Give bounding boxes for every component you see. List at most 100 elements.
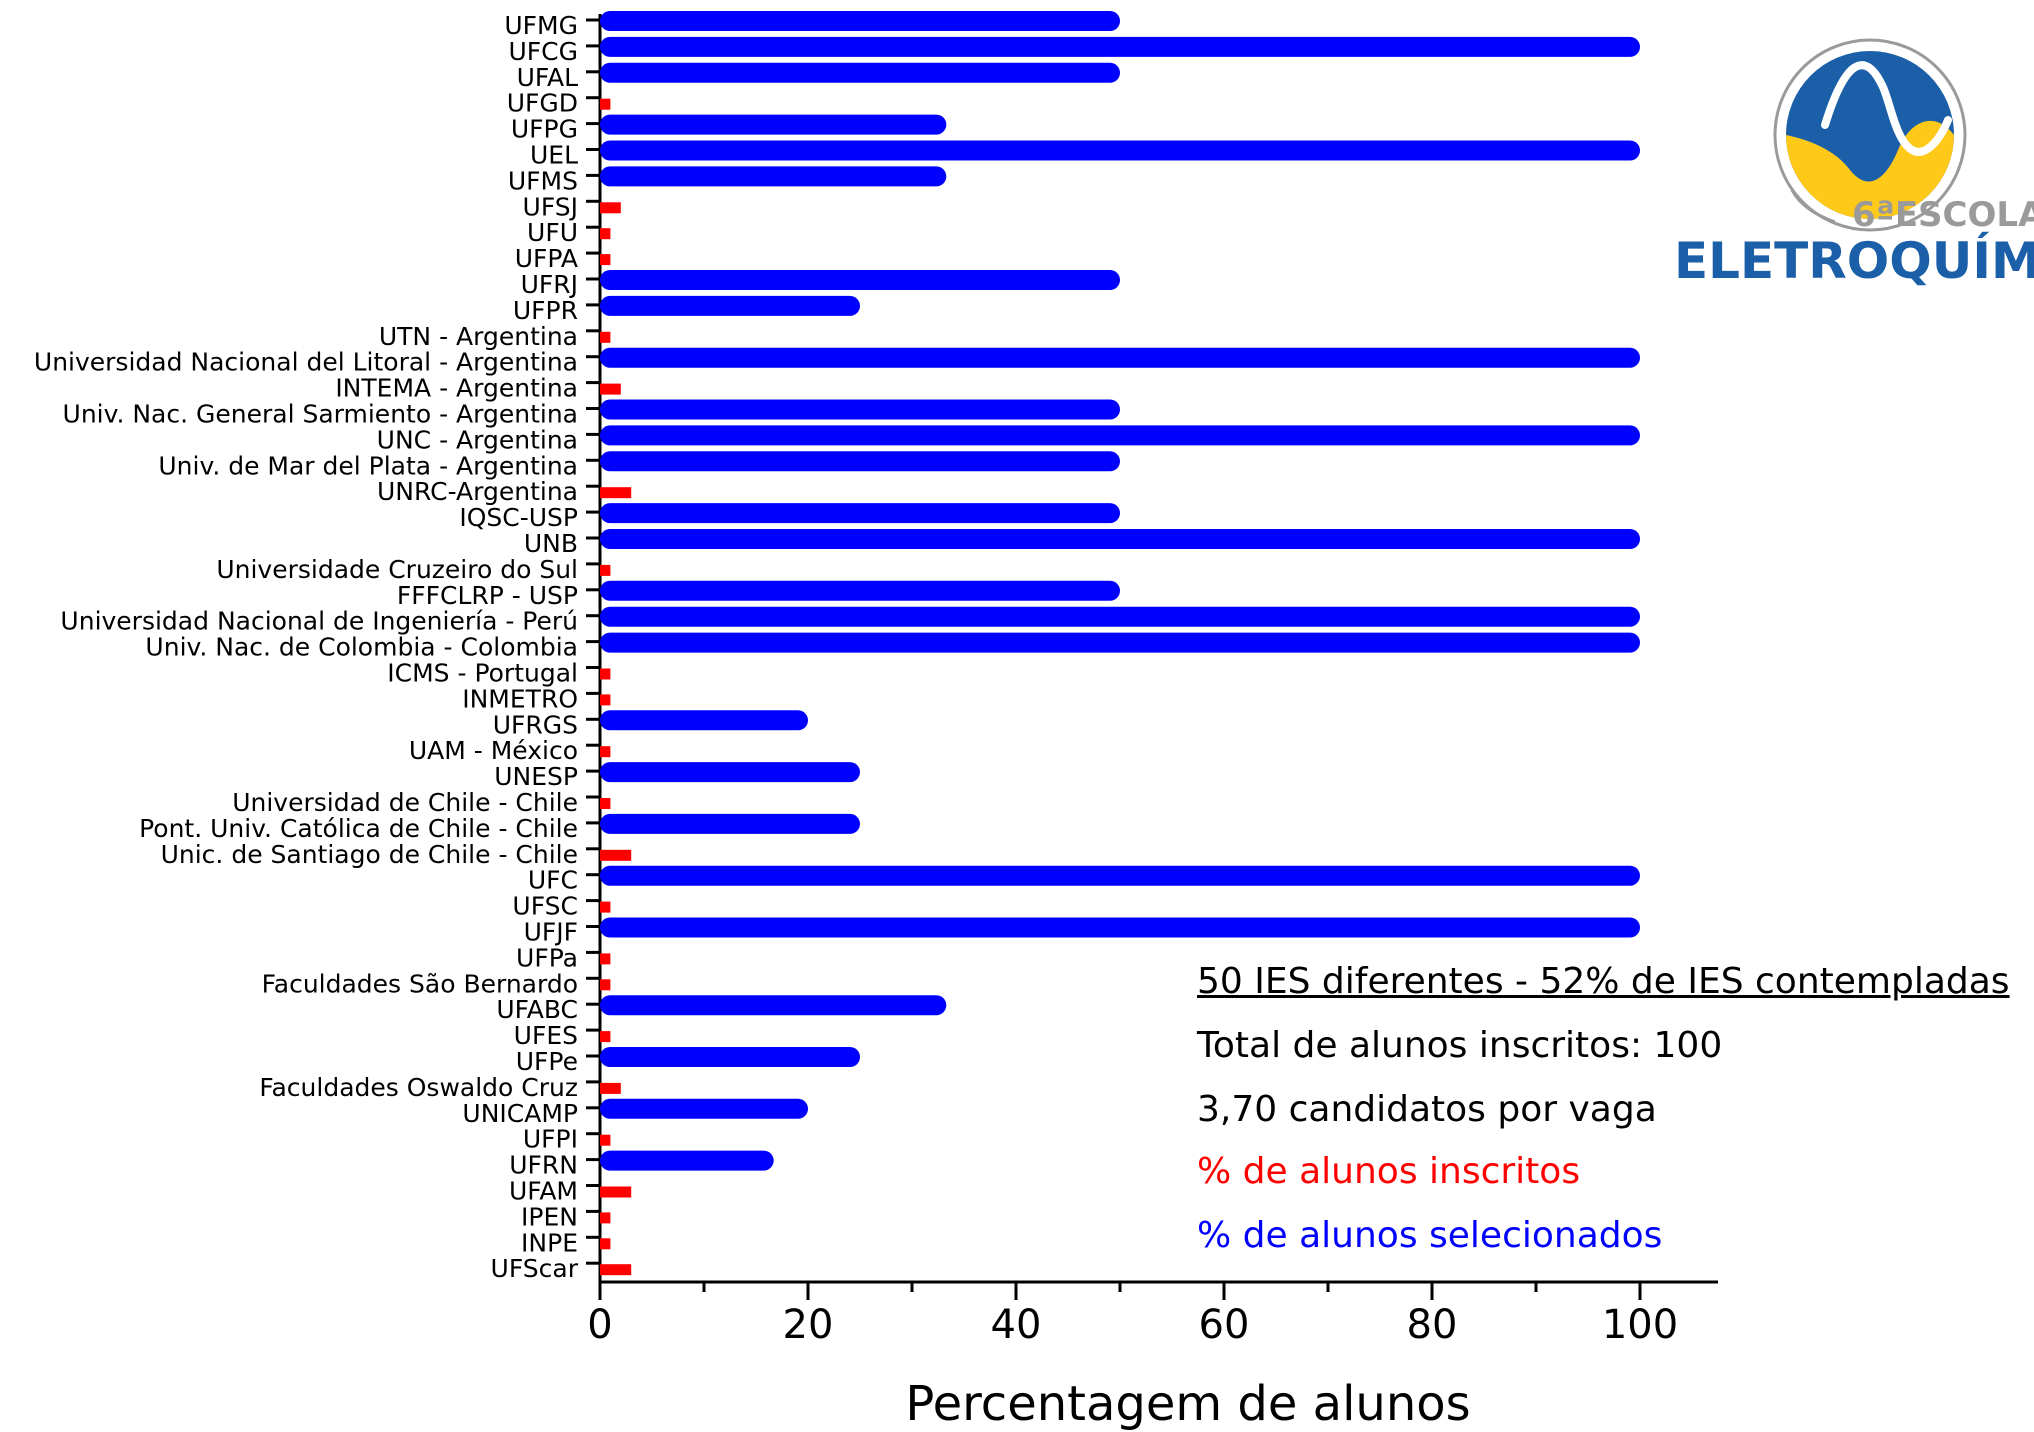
info-total-enrolled: Total de alunos inscritos: 100 bbox=[1197, 1025, 1723, 1066]
bar-enrolled bbox=[600, 1134, 611, 1146]
category-label: UFJF bbox=[524, 918, 578, 947]
category-label: UNESP bbox=[494, 762, 578, 791]
bar-enrolled bbox=[600, 901, 611, 913]
category-label: FFFCLRP - USP bbox=[397, 581, 578, 610]
category-label: Universidad de Chile - Chile bbox=[232, 788, 578, 817]
legend-selected: % de alunos selecionados bbox=[1197, 1215, 1663, 1256]
bar-enrolled bbox=[600, 668, 611, 680]
category-label: UAM - México bbox=[409, 736, 578, 765]
bar-selected bbox=[600, 36, 1640, 57]
bar-selected bbox=[600, 865, 1640, 886]
bar-selected bbox=[600, 580, 1120, 601]
bar-enrolled bbox=[600, 331, 611, 343]
x-tick-label: 20 bbox=[783, 1302, 834, 1348]
category-label: ICMS - Portugal bbox=[387, 659, 578, 688]
selected-series bbox=[600, 11, 1640, 1171]
bar-enrolled bbox=[600, 798, 611, 809]
bar-enrolled bbox=[600, 1186, 632, 1198]
category-label: UNRC-Argentina bbox=[377, 477, 578, 506]
bar-selected bbox=[600, 295, 860, 316]
category-label: Faculdades Oswaldo Cruz bbox=[259, 1073, 578, 1102]
bar-selected bbox=[600, 917, 1640, 938]
bar-enrolled bbox=[600, 746, 611, 758]
bar-selected bbox=[600, 399, 1120, 420]
category-label: INMETRO bbox=[462, 684, 578, 713]
category-label: Pont. Univ. Católica de Chile - Chile bbox=[139, 814, 578, 843]
category-label: Univ. de Mar del Plata - Argentina bbox=[158, 451, 578, 480]
bar-enrolled bbox=[600, 254, 611, 266]
bar-selected bbox=[600, 451, 1120, 472]
category-label: Univ. Nac. General Sarmiento - Argentina bbox=[63, 400, 578, 429]
bar-enrolled bbox=[600, 383, 621, 395]
bar-enrolled bbox=[600, 1212, 611, 1224]
bar-enrolled bbox=[600, 1082, 621, 1094]
category-label: UTN - Argentina bbox=[379, 322, 578, 351]
category-label: UEL bbox=[530, 141, 578, 170]
eletroquimica-school-logo: 6ªESCOLA ELETROQUÍMIC bbox=[1650, 0, 2034, 300]
category-label: UNB bbox=[524, 529, 578, 558]
category-label: Faculdades São Bernardo bbox=[262, 969, 578, 998]
chart-axes bbox=[586, 14, 1718, 1300]
info-title: 50 IES diferentes - 52% de IES contempla… bbox=[1197, 961, 2010, 1002]
bar-selected bbox=[600, 529, 1640, 549]
bar-enrolled bbox=[600, 979, 611, 991]
category-label: UFC bbox=[528, 866, 578, 895]
category-label: Univ. Nac. de Colombia - Colombia bbox=[145, 633, 578, 662]
category-label: UFSJ bbox=[523, 192, 578, 221]
category-label: UFPI bbox=[523, 1125, 578, 1154]
category-label: UFAL bbox=[517, 63, 578, 92]
bar-selected bbox=[600, 114, 947, 135]
bar-selected bbox=[600, 995, 947, 1016]
bar-selected bbox=[600, 503, 1120, 524]
category-label: UNICAMP bbox=[462, 1099, 578, 1128]
category-label: UFPR bbox=[513, 296, 578, 325]
x-tick-labels: 0 20 40 60 80 100 bbox=[587, 1302, 1678, 1348]
x-tick-label: 0 bbox=[587, 1302, 612, 1348]
category-label: UFMG bbox=[504, 11, 578, 40]
bar-enrolled bbox=[600, 1264, 632, 1276]
bar-selected bbox=[600, 632, 1640, 653]
category-label: UFRJ bbox=[521, 270, 578, 299]
bar-selected bbox=[600, 62, 1120, 83]
electrochemistry-school-logo-icon: 6ªESCOLA ELETROQUÍMIC bbox=[1674, 38, 2034, 290]
category-label: UFGD bbox=[507, 89, 578, 118]
x-tick-label: 40 bbox=[991, 1302, 1042, 1348]
category-label: Universidade Cruzeiro do Sul bbox=[216, 555, 578, 584]
bar-selected bbox=[600, 813, 860, 834]
logo-line1: 6ªESCOLA bbox=[1852, 195, 2034, 235]
bar-selected bbox=[600, 762, 860, 783]
category-label: UFPA bbox=[515, 244, 578, 273]
category-label: IPEN bbox=[521, 1202, 578, 1231]
bar-enrolled bbox=[600, 564, 611, 576]
category-label: UFAM bbox=[509, 1177, 578, 1206]
category-label: Universidad Nacional del Litoral - Argen… bbox=[34, 348, 578, 377]
x-axis-label: Percentagem de alunos bbox=[905, 1376, 1470, 1432]
category-label: Universidad Nacional de Ingeniería - Per… bbox=[60, 607, 578, 636]
bar-selected bbox=[600, 166, 947, 187]
bar-enrolled bbox=[600, 1031, 611, 1043]
bar-selected bbox=[600, 425, 1640, 446]
x-tick-label: 100 bbox=[1602, 1302, 1678, 1348]
bar-selected bbox=[600, 1150, 774, 1171]
bar-enrolled bbox=[600, 953, 611, 965]
category-label: UFMS bbox=[508, 166, 578, 195]
category-label: UFU bbox=[527, 218, 578, 247]
category-label: UFABC bbox=[496, 995, 578, 1024]
category-label: IQSC-USP bbox=[459, 503, 578, 532]
bar-enrolled bbox=[600, 228, 611, 240]
bar-enrolled bbox=[600, 1238, 611, 1250]
bar-selected bbox=[600, 710, 808, 731]
category-label: UFPe bbox=[516, 1047, 578, 1076]
category-label: INTEMA - Argentina bbox=[335, 374, 578, 403]
category-label: UFScar bbox=[491, 1254, 579, 1283]
bar-selected bbox=[600, 606, 1640, 627]
legend-enrolled: % de alunos inscritos bbox=[1197, 1151, 1581, 1192]
category-label: UFRN bbox=[509, 1151, 578, 1180]
bar-selected bbox=[600, 270, 1120, 290]
bar-selected bbox=[600, 140, 1640, 161]
logo-line2: ELETROQUÍMIC bbox=[1674, 231, 2034, 290]
bar-enrolled bbox=[600, 694, 611, 706]
bar-enrolled bbox=[600, 487, 632, 499]
category-label: UFES bbox=[514, 1021, 578, 1050]
